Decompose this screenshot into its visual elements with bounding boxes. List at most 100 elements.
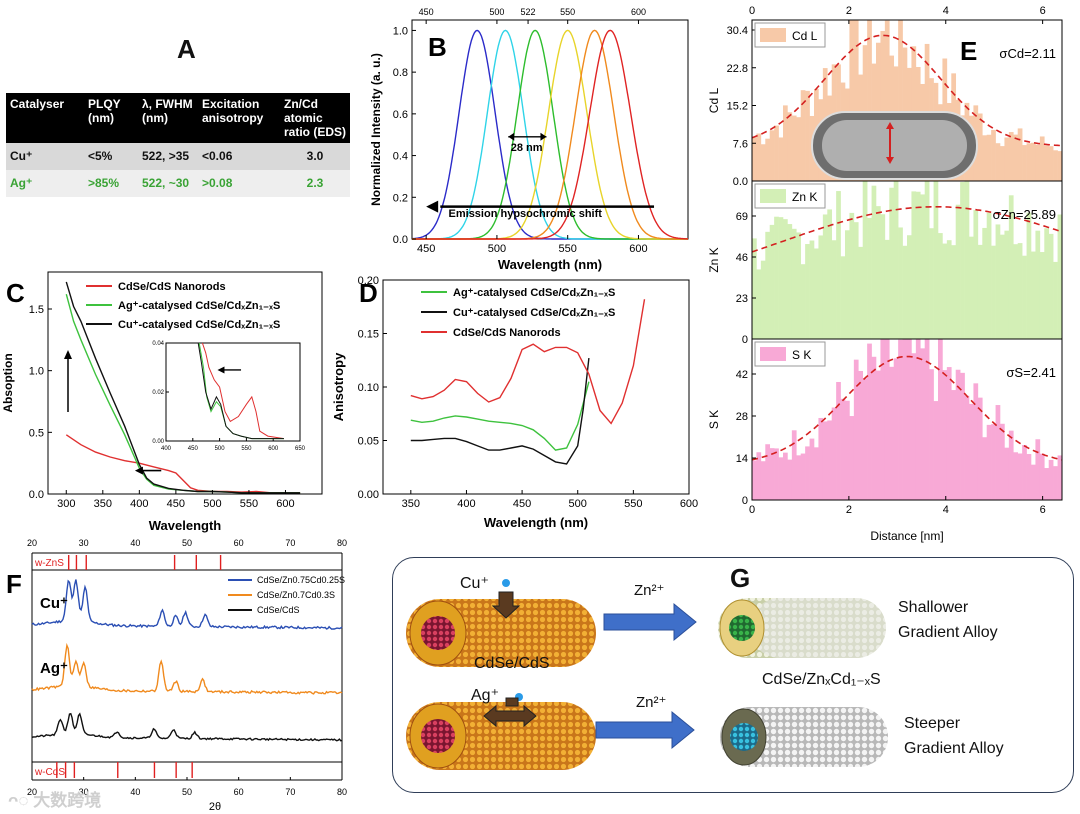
width-marker-arrows-icon [886,122,894,164]
watermark-logo: ᴖ◌ 大数跨境 [8,786,101,811]
histogram-bar [1035,144,1041,181]
legend-swatch [760,189,786,203]
sigma-label: σZn=25.89 [993,207,1056,222]
histogram-bar [796,455,802,500]
histogram-bar [871,63,877,181]
table-cell: Ag⁺ [6,170,84,197]
table-cell: >0.08 [198,170,280,197]
legend-entry: CdSe/CdS [257,605,300,615]
ref-label-bottom: w-CdS [34,767,65,778]
histogram-bar [951,245,957,339]
trend-arrowhead-icon [64,350,72,359]
histogram-bar [973,383,979,500]
histogram-bar [840,82,846,181]
histogram-bar [991,424,996,500]
y-tick-label: 7.6 [733,138,748,150]
histogram-bar [973,210,979,339]
inset-x-tick-label: 600 [268,446,279,452]
histogram-bar [769,224,775,339]
top-tick-label: 6 [1040,5,1046,17]
x-tick-label: 2 [846,504,852,516]
histogram-bar [805,446,810,500]
histogram-bar [760,461,766,500]
histogram-bar [911,353,917,500]
inset-arrowhead-icon [217,366,225,374]
histogram-bar [938,339,943,500]
y-tick-label: 14 [736,453,748,465]
plot-frame [751,338,1063,501]
emission-series-line [412,29,688,240]
fwhm-arrowheads-icon [508,132,547,141]
x-tick-label: 600 [276,498,294,510]
histogram-bar [942,58,948,181]
legend-entry: Cu⁺-catalysed CdSe/CdₓZn₁₋ₓS [453,307,615,319]
histogram-bar [1044,145,1050,181]
histogram-bar [907,67,912,181]
histogram-bar [893,358,899,500]
histogram-bar [902,339,908,500]
histogram-bar [1017,128,1023,181]
plot-frame [47,271,323,495]
histogram-bar [849,212,855,339]
gaussian-fit-line [751,206,1063,253]
histogram-bar [1053,150,1058,181]
y-axis-label: Zn K [707,247,721,272]
y-tick-label: 69 [736,211,748,223]
xrd-pattern-line [31,712,343,742]
x-tick-label: 450 [513,498,531,510]
histogram-bar [778,137,784,181]
histogram-bar [986,134,992,181]
histogram-bar [787,224,793,339]
histogram-bar [1017,243,1023,339]
histogram-bar [960,115,965,181]
inset-series-line [198,342,284,440]
absorption-series-line [65,434,301,494]
top-tick-label: 0 [749,5,755,17]
histogram-bar [1000,234,1005,339]
histogram-bar [1008,132,1014,181]
emission-series-line [412,29,689,240]
histogram-bar [880,30,886,182]
histogram-bar [969,115,974,181]
histogram-bar [995,224,1001,339]
y-tick-label: 42 [736,369,748,381]
histogram-bar [1026,454,1032,500]
histogram-bar [814,248,819,339]
top-tick-label: 450 [419,7,434,17]
table-header-cell: Catalyser [6,93,84,143]
histogram-bar [778,457,784,500]
histogram-bar [836,191,841,339]
inset-x-tick-label: 500 [215,446,226,452]
y-axis-label: S K [707,410,721,429]
table-cell: Cu⁺ [6,143,84,170]
histogram-bar [986,424,992,500]
panel-label-e: E [960,36,977,66]
legend-swatch [760,28,786,42]
legend-box [754,341,826,367]
histogram-bar [858,74,864,181]
histogram-bar [1000,423,1005,500]
panel-label-d: D [359,278,378,308]
histogram-bar [969,403,974,500]
histogram-bar [765,138,771,181]
histogram-bar [915,191,921,339]
histogram-bar [752,460,757,500]
histogram-bar [1057,455,1063,500]
histogram-bar [752,137,757,181]
histogram-bar [796,232,802,339]
histogram-bar [791,228,797,339]
top-tick-label: 40 [130,538,140,548]
histogram-bar [924,339,930,500]
plot-frame [382,279,690,495]
histogram-bar [986,212,992,339]
ag-ion-label: Ag⁺ [471,687,500,704]
histogram-bar [849,416,855,500]
histogram-bar [876,206,881,339]
y-tick-label: 1.0 [393,25,408,37]
table-cell: 522, >35 [138,143,198,170]
x-tick-label: 500 [488,243,506,255]
histogram-bar [783,219,788,339]
histogram-bar [1048,233,1054,339]
table-row: Ag⁺ >85% 522, ~30 >0.08 2.3 [6,170,350,197]
plot-frame [751,19,1063,182]
